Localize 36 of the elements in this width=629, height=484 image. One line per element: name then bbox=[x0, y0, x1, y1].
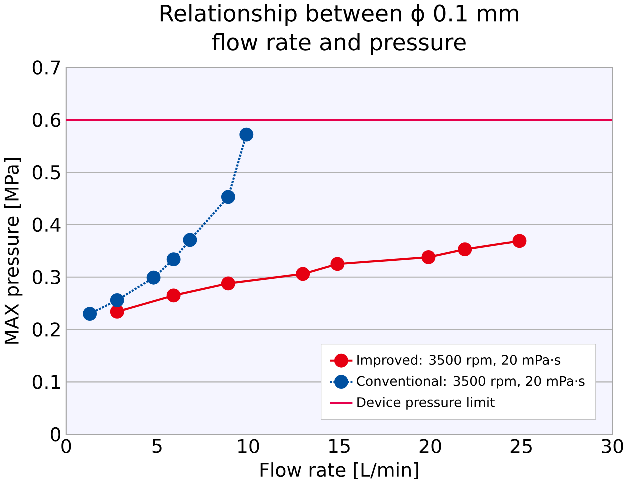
x-tick-label: 20 bbox=[420, 439, 442, 454]
y-tick-label: 0.3 bbox=[32, 270, 60, 285]
x-tick-label: 15 bbox=[330, 439, 350, 454]
point bbox=[296, 267, 310, 282]
point bbox=[330, 257, 345, 272]
y-tick-label: 0.4 bbox=[32, 218, 61, 232]
point bbox=[110, 294, 124, 308]
point bbox=[221, 276, 236, 291]
y-tick-label: 0.5 bbox=[32, 166, 60, 180]
x-axis-title: Flow rate [L/min] bbox=[260, 462, 418, 480]
y-tick-label: 0.1 bbox=[32, 375, 60, 390]
y-axis-title: MAX pressure [MPa] bbox=[4, 158, 23, 344]
point bbox=[512, 234, 527, 248]
point bbox=[83, 307, 98, 322]
y-tick-label: 0.2 bbox=[32, 322, 60, 338]
y-tick-label: 0.6 bbox=[32, 113, 61, 128]
point bbox=[166, 288, 181, 303]
x-tick-label: 10 bbox=[238, 439, 260, 454]
legend-label: Improved: 3500 rpm, 20 mPa·s bbox=[358, 355, 561, 368]
point bbox=[183, 233, 198, 248]
y-tick-label: 0.7 bbox=[32, 60, 60, 75]
x-tick-label: 25 bbox=[510, 439, 532, 454]
point bbox=[458, 242, 472, 257]
x-tick-label: 0 bbox=[62, 439, 72, 454]
y-tick-label: 0 bbox=[50, 428, 61, 442]
point bbox=[166, 252, 181, 267]
point bbox=[240, 128, 254, 142]
legend-label: Device pressure limit bbox=[358, 397, 495, 410]
point bbox=[221, 190, 236, 204]
x-tick-label: 30 bbox=[602, 439, 624, 454]
point bbox=[110, 305, 124, 320]
point bbox=[422, 250, 436, 265]
chart-title: Relationship between ϕ 0.1 mm flow rate and pressure bbox=[160, 4, 518, 56]
legend-label: Conventional: 3500 rpm, 20 mPa·s bbox=[357, 376, 585, 389]
point bbox=[146, 271, 161, 285]
x-tick-label: 5 bbox=[152, 439, 162, 454]
